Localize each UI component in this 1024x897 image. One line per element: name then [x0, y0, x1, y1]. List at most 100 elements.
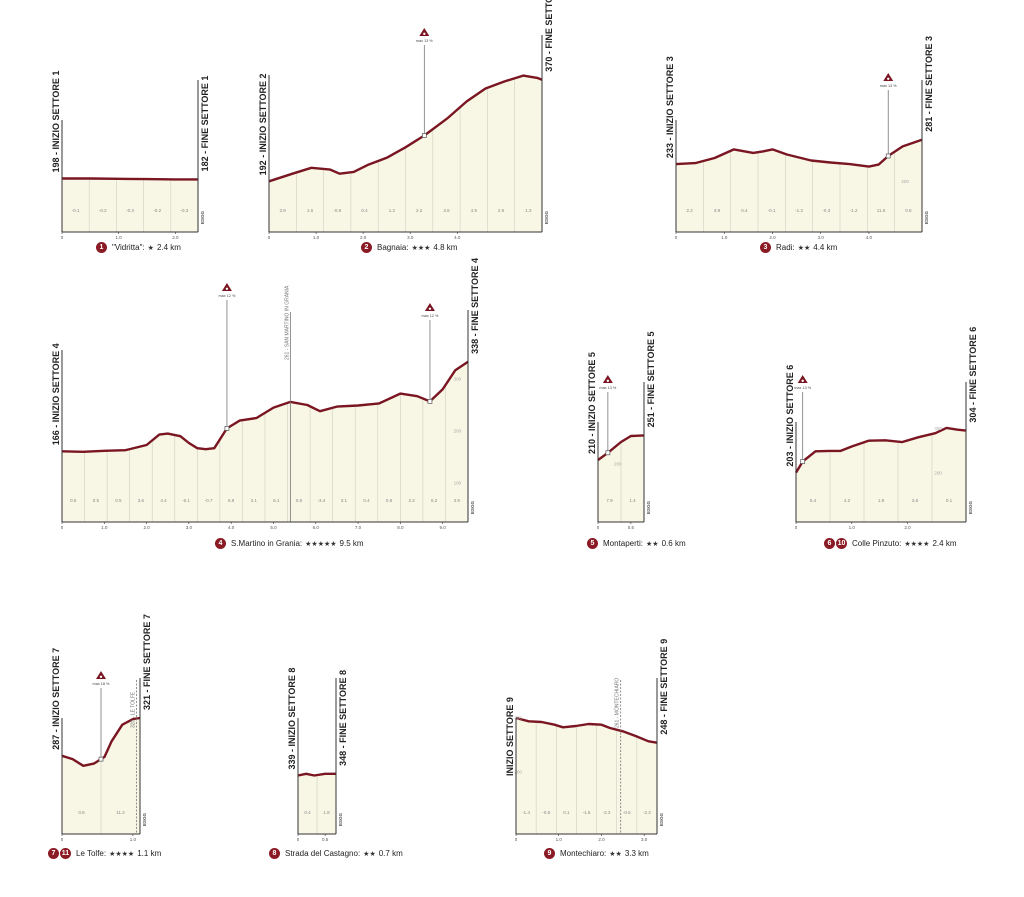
start-label: 339 - INIZIO SETTORE 8	[287, 668, 297, 770]
profile-line	[61, 360, 469, 453]
altitude-note: 300	[934, 426, 942, 431]
profile-line	[597, 434, 645, 461]
climb-icon-dot	[887, 77, 890, 81]
altitude-note: 200	[614, 461, 622, 466]
sector-number-badge: 4	[215, 538, 226, 549]
grade-label: 0.8	[386, 498, 393, 503]
km-tick-label: 4.0	[228, 525, 235, 530]
sector-5-footer: 5 Montaperti: ★★ 0.6 km	[587, 538, 686, 549]
sector-number-badge: 10	[836, 538, 847, 549]
km-tick-label: 1.0	[721, 235, 728, 240]
start-label: 192 - INIZIO SETTORE 2	[258, 73, 268, 175]
km-tick-label: 2.0	[904, 525, 911, 530]
difficulty-stars: ★★	[363, 850, 376, 858]
altitude-note: 200	[454, 429, 462, 434]
grade-label: -3.4	[318, 498, 326, 503]
grade-label: 1.8	[323, 810, 330, 815]
grade-label: -0.1	[72, 208, 80, 213]
sector-length: 2.4 km	[156, 243, 181, 252]
altitude-note: 200	[514, 769, 522, 774]
climb-warning-icon	[797, 375, 808, 383]
grade-label: 0.8	[78, 810, 85, 815]
altitude-note: 100	[454, 481, 462, 486]
climb-warning-icon	[424, 303, 435, 311]
profile-line	[62, 177, 198, 181]
sector-length: 0.7 km	[378, 849, 403, 858]
start-label: 198 - INIZIO SETTORE 1	[51, 71, 61, 173]
sector-1-profile: -0.1 -0.2 -0.3 -0.2 -0.3 0 1.0 2.0 ESGG 198 - INI…	[51, 71, 210, 240]
altitude-note: 300	[454, 377, 462, 382]
profile-fill	[62, 178, 198, 232]
difficulty-stars: ★★	[646, 540, 659, 548]
location-label: 261 - SAN MARTINO IN GRANIA	[284, 285, 290, 360]
brand-mark: ESGG	[200, 210, 205, 224]
sector-number-badge: 9	[544, 848, 555, 859]
end-label: 348 - FINE SETTORE 8	[338, 670, 348, 766]
km-tick-label: 4.0	[866, 235, 873, 240]
grade-label: 0.5	[70, 498, 77, 503]
sector-length: 4.4 km	[813, 243, 838, 252]
grade-label: 3.6	[443, 208, 450, 213]
difficulty-stars: ★★★★	[904, 540, 930, 548]
start-label: 233 - INIZIO SETTORE 3	[665, 56, 675, 158]
difficulty-stars: ★★★★	[109, 850, 135, 858]
sector-2-profile: 3.9 1.6 -0.9 0.4 1.2 2.2 3.6 4.9 2.9 1.3 max 13 % 0…	[258, 0, 554, 240]
grade-label: 6.9	[228, 498, 235, 503]
sector-name: Strada del Castagno:	[285, 849, 361, 858]
end-label: 370 - FINE SETTORE 2	[544, 0, 554, 72]
grade-label: 0.1	[563, 810, 570, 815]
grade-label: 0.1	[946, 498, 953, 503]
max-grade-marker	[885, 153, 891, 159]
sector-number-badge: 8	[269, 848, 280, 859]
grade-label: -6.1	[182, 498, 190, 503]
max-grade-marker	[800, 459, 806, 464]
grade-label: 0.4	[363, 498, 370, 503]
grade-label: -1.6	[583, 810, 591, 815]
km-tick-label: 2.0	[598, 837, 605, 842]
km-tick-label: 0	[297, 837, 300, 842]
start-label: 203 - INIZIO SETTORE 6	[785, 365, 795, 467]
grade-label: 3.6	[138, 498, 145, 503]
grade-label: 3.9	[280, 208, 287, 213]
profile-line	[675, 138, 923, 168]
sector-name: Le Tolfe:	[76, 849, 107, 858]
sector-4-footer: 4 S.Martino in Grania: ★★★★★ 9.5 km	[215, 538, 364, 549]
profile-fill	[676, 139, 922, 232]
difficulty-stars: ★	[147, 244, 154, 252]
grade-label: 1.6	[307, 208, 314, 213]
km-tick-label: 6.0	[313, 525, 320, 530]
grade-label: -0.2	[99, 208, 107, 213]
end-label: 248 - FINE SETTORE 9	[659, 639, 669, 735]
sector-number-badge: 5	[587, 538, 598, 549]
climb-warning-icon	[883, 73, 894, 81]
grade-label: 11.2	[116, 810, 125, 815]
km-tick-label: 0	[675, 235, 678, 240]
sector-length: 1.1 km	[137, 849, 162, 858]
km-tick-label: 0	[515, 837, 518, 842]
location-label: 320 - LE TOLFE	[130, 691, 136, 728]
grade-label: -0.3	[126, 208, 134, 213]
sector-number-badge: 11	[60, 848, 71, 859]
max-grade-label: max 12 %	[218, 294, 236, 298]
km-tick-label: 1.0	[313, 235, 320, 240]
grade-label: -1.3	[795, 208, 803, 213]
brand-mark: ESGG	[646, 500, 651, 514]
grade-label: 2.2	[416, 208, 423, 213]
difficulty-stars: ★★★	[411, 244, 431, 252]
km-tick-label: 0	[61, 235, 64, 240]
profile-line	[794, 426, 967, 474]
start-label: INIZIO SETTORE 9	[505, 697, 515, 776]
grade-label: 0.8	[296, 498, 303, 503]
end-label: 338 - FINE SETTORE 4	[470, 258, 480, 354]
max-grade-marker	[427, 399, 433, 404]
grade-label: -2.2	[603, 810, 611, 815]
max-grade-marker	[421, 133, 427, 138]
sector-8-profile: 0.4 1.8 0 0.5 ESGG 339 - INIZIO SETTORE 8 348 …	[287, 668, 348, 842]
climb-warning-icon	[419, 28, 430, 36]
km-tick-label: 1.0	[556, 837, 563, 842]
sector-3-profile: 2.2 3.9 0.4 -0.1 -1.3 -0.3 -1.2 11.6 0.8 200 max 1…	[665, 36, 934, 240]
climb-warning-icon	[96, 671, 106, 679]
km-tick-label: 0	[597, 525, 600, 530]
grade-label: -0.5	[623, 810, 631, 815]
grade-label: 3.1	[251, 498, 258, 503]
